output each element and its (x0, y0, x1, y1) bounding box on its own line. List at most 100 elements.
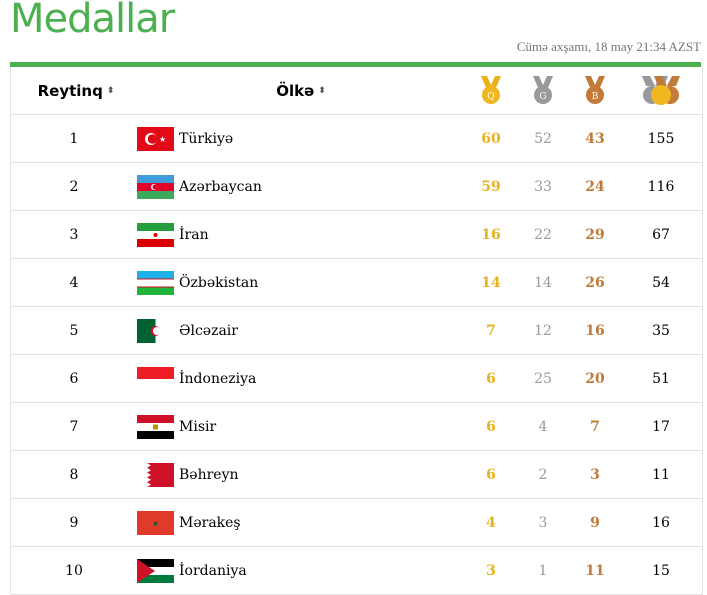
country-name: Əlcəzair (179, 322, 238, 339)
accent-bar (10, 62, 701, 67)
flag-algeria-icon (137, 319, 174, 343)
flag-azerbaijan-icon (137, 175, 174, 199)
country-name: Mərakeş (179, 514, 241, 531)
total-medals-icon (639, 67, 683, 114)
rank: 6 (69, 370, 79, 387)
medal-table: Reytinq ⬍ Ölkə ⬍ Q G B 1 ★ Türkiyə 60 52 4… (10, 67, 703, 595)
table-header: Reytinq ⬍ Ölkə ⬍ Q G B (11, 67, 702, 115)
bronze-count: 43 (585, 130, 605, 147)
table-row: 8 Bəhreyn 6 2 3 11 (11, 451, 702, 499)
silver-count: 1 (538, 562, 548, 579)
bronze-count: 20 (585, 370, 605, 387)
gold-count: 59 (481, 178, 501, 195)
table-row: 2 Azərbaycan 59 33 24 116 (11, 163, 702, 211)
svg-text:B: B (592, 92, 599, 102)
bronze-count: 16 (585, 322, 605, 339)
bronze-count: 11 (585, 562, 605, 579)
gold-count: 16 (481, 226, 501, 243)
gold-count: 6 (486, 370, 496, 387)
table-row: 7 Misir 6 4 7 17 (11, 403, 702, 451)
sort-country[interactable]: Ölkə ⬍ (261, 67, 341, 114)
silver-count: 4 (538, 418, 548, 435)
bronze-count: 3 (590, 466, 600, 483)
table-row: 4 Özbəkistan 14 14 26 54 (11, 259, 702, 307)
date-time: Cümə axşamı, 18 may 21:34 AZST (516, 39, 701, 54)
gold-count: 60 (481, 130, 501, 147)
country-name: Özbəkistan (179, 274, 259, 291)
silver-count: 33 (534, 178, 552, 195)
page-title: Medallar (10, 0, 175, 42)
total-count: 15 (652, 562, 670, 579)
rank: 10 (65, 562, 83, 579)
table-row: 5 Əlcəzair 7 12 16 35 (11, 307, 702, 355)
country-name: İran (179, 226, 209, 243)
silver-count: 3 (538, 514, 548, 531)
total-count: 51 (652, 370, 670, 387)
silver-count: 14 (534, 274, 552, 291)
total-count: 11 (652, 466, 670, 483)
silver-count: 25 (534, 370, 552, 387)
flag-indonesia-icon (137, 367, 174, 391)
gold-count: 6 (486, 466, 496, 483)
gold-count: 4 (486, 514, 496, 531)
sort-rank[interactable]: Reytinq ⬍ (31, 67, 121, 114)
bronze-count: 24 (585, 178, 605, 195)
sort-icon: ⬍ (318, 85, 326, 96)
table-row: 6 İndoneziya 6 25 20 51 (11, 355, 702, 403)
flag-jordan-icon (137, 559, 174, 583)
silver-medal-icon: G (529, 67, 557, 114)
flag-morocco-icon: ★ (137, 511, 174, 535)
total-count: 116 (647, 178, 675, 195)
table-row: 10 İordaniya 3 1 11 15 (11, 547, 702, 595)
total-count: 35 (652, 322, 670, 339)
total-count: 17 (652, 418, 670, 435)
svg-text:★: ★ (152, 519, 159, 528)
total-count: 54 (652, 274, 670, 291)
rank: 3 (69, 226, 79, 243)
bronze-count: 29 (585, 226, 605, 243)
country-name: Türkiyə (179, 130, 234, 147)
rank-header: Reytinq (37, 81, 103, 100)
flag-uzbekistan-icon (137, 271, 174, 295)
total-count: 155 (647, 130, 675, 147)
table-row: 3 İran 16 22 29 67 (11, 211, 702, 259)
flag-egypt-icon (137, 415, 174, 439)
svg-text:Q: Q (487, 92, 494, 102)
rank: 9 (69, 514, 79, 531)
rank: 4 (69, 274, 79, 291)
flag-turkey-icon: ★ (137, 127, 174, 151)
gold-count: 14 (481, 274, 501, 291)
silver-count: 12 (534, 322, 552, 339)
total-count: 67 (652, 226, 670, 243)
rank: 2 (69, 178, 79, 195)
silver-count: 2 (538, 466, 548, 483)
silver-count: 52 (534, 130, 552, 147)
country-name: İndoneziya (179, 370, 257, 387)
rank: 8 (69, 466, 79, 483)
bronze-count: 9 (590, 514, 600, 531)
gold-count: 7 (486, 322, 496, 339)
bronze-count: 26 (585, 274, 605, 291)
country-name: Bəhreyn (179, 466, 239, 483)
country-name: Misir (179, 418, 217, 435)
svg-text:G: G (539, 92, 546, 102)
sort-icon: ⬍ (106, 85, 115, 96)
country-name: İordaniya (179, 562, 247, 579)
gold-count: 3 (486, 562, 496, 579)
total-count: 16 (652, 514, 670, 531)
country-name: Azərbaycan (179, 178, 262, 195)
table-row: 1 ★ Türkiyə 60 52 43 155 (11, 115, 702, 163)
flag-bahrain-icon (137, 463, 174, 487)
silver-count: 22 (534, 226, 552, 243)
gold-medal-icon: Q (477, 67, 505, 114)
svg-text:★: ★ (159, 135, 166, 144)
bronze-count: 7 (590, 418, 600, 435)
country-header: Ölkə (276, 81, 315, 100)
rank: 1 (69, 130, 79, 147)
flag-iran-icon (137, 223, 174, 247)
table-row: 9 ★ Mərakeş 4 3 9 16 (11, 499, 702, 547)
rank: 7 (69, 418, 79, 435)
gold-count: 6 (486, 418, 496, 435)
bronze-medal-icon: B (581, 67, 609, 114)
rank: 5 (69, 322, 79, 339)
